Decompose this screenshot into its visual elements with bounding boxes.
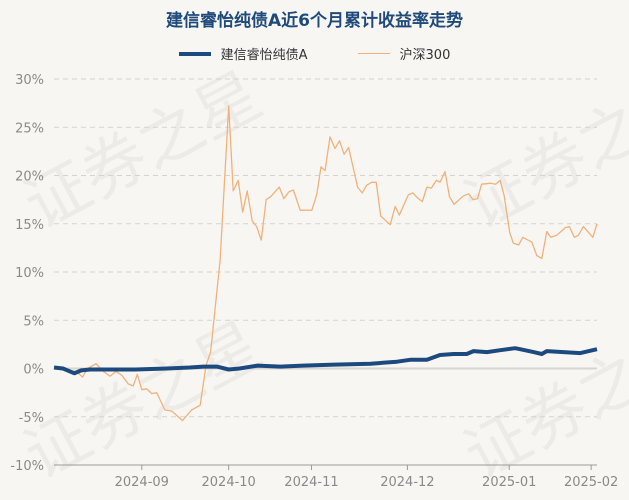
x-tick-label: 2024-12 — [380, 475, 434, 490]
x-tick-label: 2024-10 — [202, 475, 256, 490]
legend-label-fund: 建信睿怡纯债A — [220, 48, 308, 63]
x-tick-label: 2024-09 — [115, 475, 169, 490]
watermark-text: 证券之星 — [13, 309, 274, 495]
legend-swatch-hs300 — [357, 53, 390, 54]
watermark-text: 证券之星 — [453, 309, 629, 495]
chart-title: 建信睿怡纯债A近6个月累计收益率走势 — [166, 11, 463, 31]
series-line-fund — [53, 346, 598, 376]
y-tick-label: 25% — [15, 121, 44, 136]
y-tick-label: 20% — [15, 170, 44, 185]
y-tick-label: 15% — [15, 218, 44, 233]
legend-label-hs300: 沪深300 — [399, 48, 451, 63]
watermark: 证券之星 证券之星 证券之星 证券之星 — [13, 59, 629, 495]
watermark-text: 证券之星 — [453, 59, 629, 245]
x-tick-label: 2025-02 — [564, 475, 618, 490]
series-line-hs300 — [53, 105, 598, 422]
watermark-text: 证券之星 — [13, 59, 274, 245]
x-tick-label: 2024-11 — [284, 475, 338, 490]
legend-item-fund[interactable]: 建信睿怡纯债A — [178, 44, 308, 63]
legend-swatch-fund — [178, 51, 211, 56]
y-tick-label: 5% — [23, 314, 44, 329]
legend-item-hs300[interactable]: 沪深300 — [357, 44, 451, 63]
y-tick-label: -5% — [19, 411, 44, 426]
y-tick-label: 10% — [15, 266, 44, 281]
legend: 建信睿怡纯债A 沪深300 — [0, 44, 629, 63]
y-tick-label: 0% — [23, 363, 44, 378]
y-tick-label: 30% — [15, 73, 44, 88]
x-tick-label: 2025-01 — [482, 475, 536, 490]
y-tick-label: -10% — [10, 459, 44, 474]
